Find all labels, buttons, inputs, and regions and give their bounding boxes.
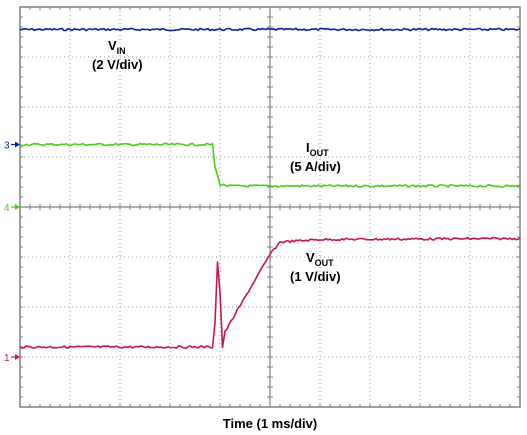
scale-v-in: (2 V/div) (92, 57, 143, 72)
channel-marker-1: 1 (4, 353, 20, 364)
trace-v-out (19, 236, 521, 349)
label-main: V (108, 38, 117, 53)
channel-marker-arrow (15, 204, 20, 210)
label-subscript: OUT (315, 258, 335, 268)
channel-marker-label: 3 (4, 141, 10, 152)
channel-marker-4: 4 (4, 203, 20, 214)
channel-marker-arrow (15, 354, 20, 360)
label-i-out: IOUT (306, 140, 329, 158)
trace-v-in (19, 27, 521, 32)
traces (19, 27, 521, 349)
label-subscript: IN (117, 46, 126, 56)
scale-v-out: (1 V/div) (290, 269, 341, 284)
x-axis-label: Time (1 ms/div) (223, 416, 317, 431)
channel-marker-3: 3 (4, 141, 20, 152)
label-main: V (306, 250, 315, 265)
scale-i-out: (5 A/div) (290, 159, 341, 174)
graticule (19, 6, 521, 408)
label-v-out: VOUT (306, 250, 334, 268)
channel-marker-arrow (15, 141, 20, 148)
label-subscript: OUT (310, 148, 330, 158)
trace-i-out (19, 142, 521, 188)
channel-marker-label: 1 (4, 353, 10, 364)
label-v-in: VIN (108, 38, 126, 56)
channel-marker-label: 4 (4, 203, 10, 214)
trace-labels: VIN(2 V/div)IOUT(5 A/div)VOUT(1 V/div) (92, 38, 341, 284)
label-main: I (306, 140, 310, 155)
channel-markers: 3 4 1 (4, 141, 20, 364)
